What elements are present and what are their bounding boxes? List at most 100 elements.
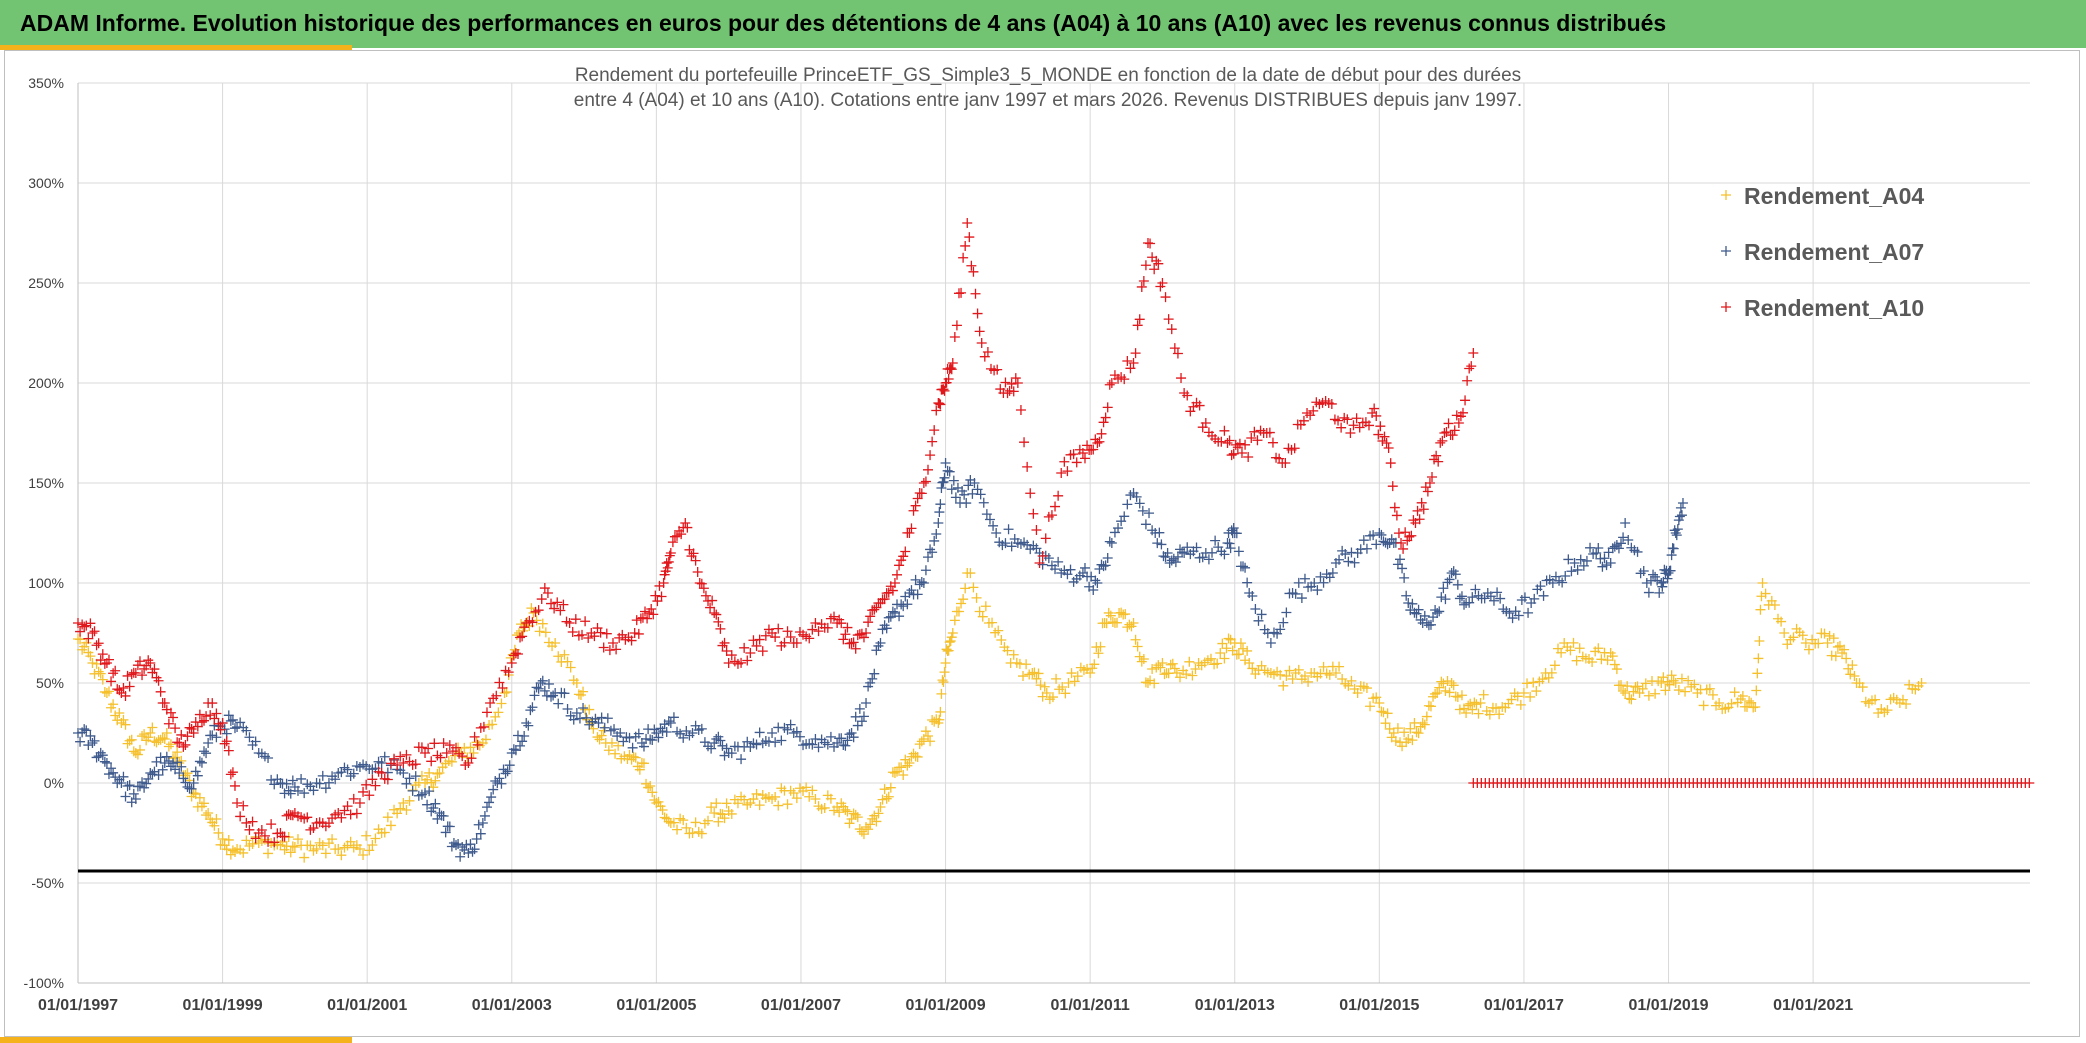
- data-point-interp: [1290, 588, 1301, 599]
- data-point-interp: [1346, 675, 1357, 686]
- data-point-interp: [601, 628, 612, 639]
- data-point-interp: [1560, 571, 1571, 582]
- data-point-interp: [83, 633, 94, 644]
- data-point-interp: [1443, 418, 1454, 429]
- data-point-interp: [143, 773, 154, 784]
- data-point-interp: [1176, 373, 1187, 384]
- data-point-interp: [155, 752, 166, 763]
- data-point-interp: [1440, 594, 1451, 605]
- data-point-interp: [574, 713, 585, 724]
- data-point-interp: [1088, 444, 1099, 455]
- data-point-interp: [1376, 529, 1387, 540]
- data-point-interp: [1191, 542, 1202, 553]
- data-point-interp: [141, 660, 152, 671]
- data-point-interp: [91, 752, 102, 763]
- data-point-interp: [951, 320, 962, 331]
- data-point: [571, 708, 582, 718]
- data-point-interp: [95, 747, 106, 758]
- data-point-interp: [1050, 501, 1061, 512]
- data-point-interp: [426, 777, 437, 788]
- data-point: [564, 618, 575, 628]
- data-point-interp: [361, 779, 372, 790]
- data-point-interp: [1413, 604, 1424, 615]
- data-point-interp: [225, 849, 236, 860]
- data-point-interp: [201, 748, 212, 759]
- data-point-interp: [165, 739, 176, 750]
- data-point-interp: [176, 729, 187, 740]
- data-point-interp: [559, 649, 570, 660]
- data-point-interp: [1340, 549, 1351, 560]
- data-point-interp: [916, 488, 927, 499]
- data-point-interp: [887, 585, 898, 596]
- data-point-interp: [894, 560, 905, 571]
- data-point-interp: [122, 670, 133, 681]
- data-point-interp: [611, 644, 622, 655]
- data-point: [87, 658, 98, 668]
- data-point-interp: [934, 507, 945, 518]
- data-point: [1750, 702, 1761, 712]
- data-point: [1157, 278, 1168, 288]
- data-point-interp: [1428, 612, 1439, 623]
- data-point-interp: [89, 626, 100, 637]
- y-tick-label: 100%: [28, 575, 64, 591]
- data-point-interp: [580, 616, 591, 627]
- data-point-interp: [1671, 530, 1682, 541]
- data-point-interp: [533, 683, 544, 694]
- data-point-interp: [1059, 456, 1070, 467]
- data-point-interp: [1803, 644, 1814, 655]
- data-point-interp: [1132, 320, 1143, 331]
- data-point-interp: [1523, 607, 1534, 618]
- data-point-interp: [478, 721, 489, 732]
- data-point-interp: [281, 778, 292, 789]
- data-point-interp: [266, 819, 277, 830]
- data-point-interp: [950, 492, 961, 503]
- data-point-interp: [279, 831, 290, 842]
- data-point-interp: [801, 782, 812, 793]
- data-point-interp: [1312, 585, 1323, 596]
- data-point-interp: [956, 287, 967, 298]
- data-point-interp: [1422, 486, 1433, 497]
- data-point-interp: [244, 824, 255, 835]
- x-tick-label: 01/01/2015: [1339, 997, 1419, 1014]
- data-point-interp: [1776, 616, 1787, 627]
- data-point-interp: [1575, 554, 1586, 565]
- data-point-interp: [502, 766, 513, 777]
- data-point-interp: [1318, 577, 1329, 588]
- data-point: [550, 638, 561, 648]
- data-point-interp: [209, 713, 220, 724]
- data-point: [87, 628, 98, 638]
- data-point-interp: [1436, 592, 1447, 603]
- data-point-interp: [588, 723, 599, 734]
- data-point-interp: [1707, 689, 1718, 700]
- data-point-interp: [108, 699, 119, 710]
- data-point-interp: [1452, 579, 1463, 590]
- data-point-interp: [739, 794, 750, 805]
- data-point-interp: [472, 739, 483, 750]
- data-point-interp: [663, 716, 674, 727]
- data-point-interp: [1153, 258, 1164, 269]
- data-point-interp: [172, 757, 183, 768]
- data-point-interp: [1160, 292, 1171, 303]
- data-point-interp: [822, 739, 833, 750]
- data-point-interp: [1138, 276, 1149, 287]
- data-point-interp: [912, 751, 923, 762]
- data-point-interp: [964, 232, 975, 243]
- data-point-interp: [1668, 543, 1679, 554]
- data-point: [723, 658, 734, 668]
- data-point-interp: [938, 476, 949, 487]
- data-point-interp: [966, 260, 977, 271]
- data-point-interp: [1753, 653, 1764, 664]
- data-point: [289, 842, 300, 852]
- data-point-interp: [1177, 547, 1188, 558]
- data-point-interp: [1401, 590, 1412, 601]
- data-point-interp: [385, 820, 396, 831]
- data-point-interp: [1392, 723, 1403, 734]
- data-point-interp: [1751, 685, 1762, 696]
- data-point-interp: [829, 611, 840, 622]
- data-point-interp: [1343, 556, 1354, 567]
- data-point-interp: [157, 764, 168, 775]
- data-point: [1468, 348, 1479, 358]
- data-point-interp: [1522, 678, 1533, 689]
- data-point-interp: [840, 740, 851, 751]
- data-point: [904, 528, 915, 538]
